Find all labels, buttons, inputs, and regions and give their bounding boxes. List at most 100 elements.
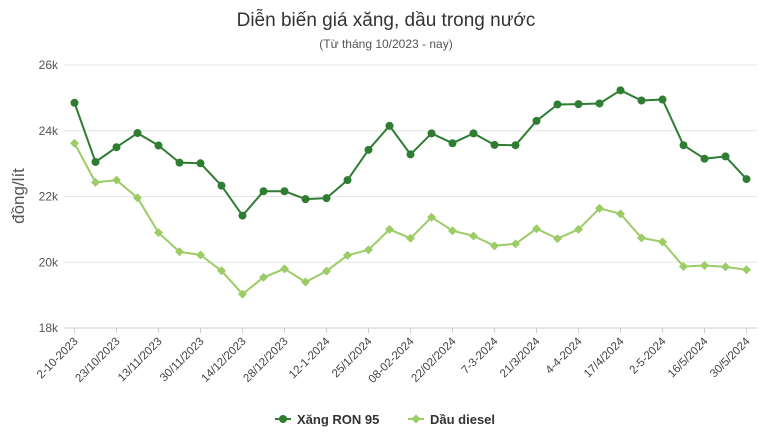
x-tick-label: 4-4-2024 [544,335,585,376]
y-axis-label: đồng/lít [9,168,28,224]
data-point [406,233,415,243]
data-point [574,100,583,109]
data-point [301,195,310,204]
data-point [679,141,688,150]
data-point [616,86,625,95]
data-point [175,247,184,257]
data-point [553,100,562,109]
x-tick-label: 21/3/2024 [498,335,543,380]
y-tick-label: 24k [39,124,59,138]
data-point [322,194,331,203]
y-tick-label: 20k [39,255,59,269]
data-point [679,262,688,272]
data-point [280,264,289,274]
data-point [259,187,268,196]
data-point [196,159,205,168]
data-point [658,95,667,104]
chart-subtitle: (Từ tháng 10/2023 - nay) [319,37,452,51]
data-point [448,139,457,148]
series-group [70,86,751,299]
data-point [217,181,226,190]
data-point [742,175,751,184]
data-point [238,289,247,299]
data-point [70,98,79,107]
y-tick-label: 18k [39,321,59,335]
data-point [553,234,562,244]
data-point [259,272,268,282]
y-tick-label: 22k [39,190,59,204]
series-line [73,142,747,296]
data-point [364,145,373,154]
data-point [595,203,604,213]
data-point [385,224,394,234]
data-point [490,241,499,251]
data-point [469,129,478,138]
x-tick-label: 2-10-2023 [35,336,81,382]
data-point [700,154,709,163]
x-tick-label: 30/5/2024 [708,335,753,380]
y-axis-ticks: 18k 20k 22k 24k 26k [39,58,59,335]
data-point [490,140,499,149]
data-point [196,250,205,260]
data-point [532,224,541,234]
x-tick-label: 2-5-2024 [628,335,669,376]
data-point [154,141,163,150]
x-tick-label: 17/4/2024 [582,335,627,380]
data-point [511,239,520,249]
data-point [532,116,541,125]
data-point [406,150,415,159]
data-point [343,250,352,260]
data-point [700,261,709,271]
legend-marker [279,415,287,423]
data-point [133,129,142,138]
data-point [91,177,100,187]
data-point [469,231,478,241]
x-tick-label: 08-02-2024 [367,335,418,386]
x-tick-label: 28/12/2023 [241,336,290,385]
y-tick-label: 26k [39,58,59,72]
grid-lines [64,64,757,329]
data-point [217,266,226,276]
legend-label: Dầu diesel [430,412,495,427]
x-tick-label: 16/5/2024 [666,335,711,380]
data-point [238,211,247,220]
x-tick-label: 23/10/2023 [73,336,122,385]
data-point [511,141,520,150]
data-point [637,233,646,243]
data-point [112,143,121,152]
data-point [721,262,730,272]
data-point [322,266,331,276]
legend-item[interactable]: Dầu diesel [408,412,495,427]
x-tick-label: 25/1/2024 [330,335,375,380]
legend[interactable]: Xăng RON 95 Dầu diesel [275,412,495,427]
data-point [301,277,310,287]
x-axis-ticks: 2-10-202323/10/202313/11/202330/11/20231… [35,327,757,386]
data-point [385,121,394,130]
data-point [427,212,436,222]
x-tick-label: 7-3-2024 [460,335,501,376]
data-point [154,228,163,238]
data-point [595,99,604,108]
data-point [616,209,625,219]
data-point [658,237,667,247]
data-point [721,152,730,161]
data-point [133,193,142,203]
chart-title: Diễn biến giá xăng, dầu trong nước [237,9,536,31]
data-point [280,187,289,196]
legend-item[interactable]: Xăng RON 95 [275,412,379,427]
x-tick-label: 12-1-2024 [287,335,333,381]
data-point [448,226,457,236]
data-point [742,265,751,275]
data-point [427,129,436,138]
data-point [364,245,373,255]
data-point [637,96,646,105]
data-point [175,158,184,167]
legend-label: Xăng RON 95 [297,412,379,427]
series-1 [70,86,751,220]
data-point [70,138,79,148]
data-point [574,224,583,234]
data-point [112,175,121,185]
series-2 [70,138,751,299]
